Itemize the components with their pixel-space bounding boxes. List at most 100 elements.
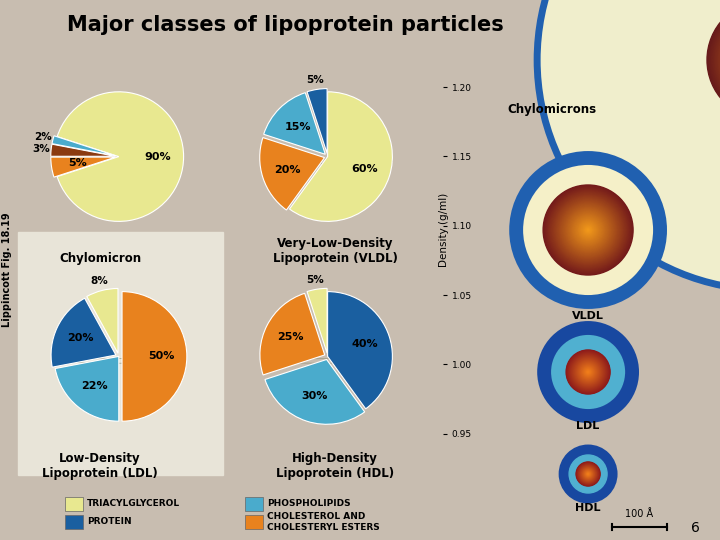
Circle shape <box>579 221 597 239</box>
Circle shape <box>588 473 589 475</box>
Circle shape <box>572 214 604 246</box>
Circle shape <box>587 370 590 374</box>
Text: 100 Å: 100 Å <box>626 509 654 519</box>
Circle shape <box>560 202 616 258</box>
Text: Chylomicron: Chylomicron <box>59 252 141 265</box>
Circle shape <box>586 370 590 374</box>
Circle shape <box>561 203 615 257</box>
Circle shape <box>581 467 595 481</box>
Circle shape <box>575 359 600 384</box>
Circle shape <box>580 364 595 380</box>
Circle shape <box>568 352 608 392</box>
Text: PROTEIN: PROTEIN <box>87 517 132 526</box>
Circle shape <box>567 208 610 252</box>
Circle shape <box>552 193 625 267</box>
Text: Chylomicrons: Chylomicrons <box>508 104 597 117</box>
Circle shape <box>579 363 598 381</box>
Circle shape <box>582 468 595 481</box>
Circle shape <box>566 207 611 253</box>
Circle shape <box>585 471 591 477</box>
Circle shape <box>544 328 632 416</box>
Text: High-Density
Lipoprotein (HDL): High-Density Lipoprotein (HDL) <box>276 452 394 480</box>
Circle shape <box>714 6 720 113</box>
Circle shape <box>711 4 720 116</box>
Circle shape <box>570 211 607 249</box>
Circle shape <box>555 197 621 263</box>
Wedge shape <box>52 136 116 156</box>
Circle shape <box>719 11 720 109</box>
Wedge shape <box>328 292 392 409</box>
Circle shape <box>716 10 720 110</box>
Circle shape <box>580 465 596 482</box>
Circle shape <box>575 217 602 244</box>
Circle shape <box>566 350 610 394</box>
Circle shape <box>571 213 606 247</box>
Circle shape <box>574 216 603 244</box>
Circle shape <box>578 220 598 240</box>
Circle shape <box>585 471 591 477</box>
Circle shape <box>584 470 592 478</box>
Circle shape <box>719 12 720 108</box>
Circle shape <box>716 9 720 111</box>
Circle shape <box>715 8 720 112</box>
Circle shape <box>568 352 608 393</box>
Text: 2%: 2% <box>35 132 53 142</box>
Wedge shape <box>122 292 187 421</box>
Text: CHOLESTEROL AND
CHOLESTERYL ESTERS: CHOLESTEROL AND CHOLESTERYL ESTERS <box>267 512 379 532</box>
Circle shape <box>577 463 599 485</box>
Circle shape <box>580 222 596 238</box>
FancyBboxPatch shape <box>245 497 263 511</box>
Circle shape <box>581 467 595 481</box>
Wedge shape <box>260 293 325 375</box>
Circle shape <box>548 190 629 271</box>
Circle shape <box>586 228 590 232</box>
Circle shape <box>708 1 720 119</box>
Text: 5%: 5% <box>307 275 324 285</box>
Circle shape <box>577 219 599 241</box>
Circle shape <box>550 192 626 268</box>
Circle shape <box>553 195 624 265</box>
Circle shape <box>582 366 595 379</box>
Circle shape <box>567 351 609 393</box>
Circle shape <box>580 466 596 482</box>
Circle shape <box>583 469 593 479</box>
Circle shape <box>569 455 607 493</box>
Text: VLDL: VLDL <box>572 311 604 321</box>
Text: 25%: 25% <box>276 332 303 342</box>
Circle shape <box>587 472 590 476</box>
Circle shape <box>557 199 620 261</box>
Circle shape <box>576 360 600 384</box>
Circle shape <box>558 200 618 260</box>
Circle shape <box>577 361 599 383</box>
Wedge shape <box>55 356 119 421</box>
Text: PHOSPHOLIPIDS: PHOSPHOLIPIDS <box>267 500 351 509</box>
Circle shape <box>585 369 591 375</box>
Circle shape <box>572 356 604 388</box>
Text: 30%: 30% <box>302 392 328 401</box>
Text: Very-Low-Density
Lipoprotein (VLDL): Very-Low-Density Lipoprotein (VLDL) <box>273 237 397 265</box>
Circle shape <box>585 226 592 234</box>
Circle shape <box>577 463 599 485</box>
Text: TRIACYLGLYCEROL: TRIACYLGLYCEROL <box>87 500 180 509</box>
Circle shape <box>570 354 606 390</box>
Circle shape <box>567 209 609 251</box>
Circle shape <box>516 158 660 302</box>
Circle shape <box>559 201 617 259</box>
Circle shape <box>543 185 633 275</box>
Text: 60%: 60% <box>351 164 378 174</box>
Circle shape <box>572 213 605 246</box>
Circle shape <box>588 372 589 373</box>
Circle shape <box>714 8 720 112</box>
Circle shape <box>579 465 598 483</box>
Circle shape <box>557 199 618 261</box>
Wedge shape <box>307 89 327 153</box>
Circle shape <box>580 363 597 381</box>
Circle shape <box>568 210 608 250</box>
Circle shape <box>545 187 631 273</box>
Circle shape <box>556 198 621 262</box>
Circle shape <box>537 0 720 290</box>
Circle shape <box>554 196 622 264</box>
Circle shape <box>575 359 601 385</box>
Circle shape <box>574 357 603 386</box>
Circle shape <box>587 371 589 373</box>
